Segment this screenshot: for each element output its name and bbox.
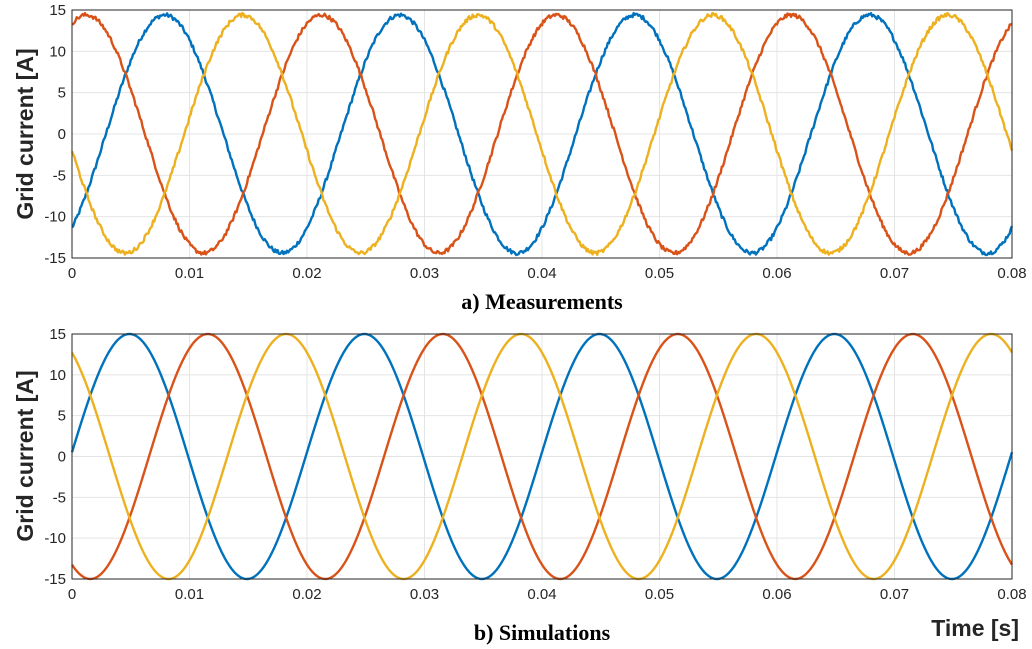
x-tick-label: 0.06 — [762, 265, 791, 282]
y-tick-label: -5 — [53, 489, 66, 506]
y-tick-label: 15 — [49, 2, 66, 19]
x-tick-label: 0.06 — [762, 586, 791, 603]
grid-lines — [72, 10, 1012, 258]
chart-panel-measurements: -15 -10 -5 0 5 10 15 0 0.01 0.02 0.03 0.04 0.05 0.06… — [12, 2, 1027, 314]
y-tick-labels: -15 -10 -5 0 5 10 15 — [44, 326, 66, 588]
y-tick-label: -15 — [44, 571, 66, 588]
axes-box — [71, 9, 1013, 259]
x-tick-labels: 0 0.01 0.02 0.03 0.04 0.05 0.06 0.07 0.08 — [68, 265, 1027, 282]
y-tick-label: 5 — [58, 85, 66, 102]
x-tick-label: 0.02 — [292, 265, 321, 282]
panel-caption: a) Measurements — [461, 289, 623, 314]
x-tick-label: 0 — [68, 586, 76, 603]
x-tick-label: 0.05 — [645, 265, 674, 282]
series-line-phase-3 — [70, 11, 1014, 257]
x-tick-label: 0.03 — [410, 265, 439, 282]
y-tick-label: 0 — [58, 449, 66, 466]
x-tick-label: 0.07 — [880, 586, 909, 603]
x-tick-label: 0.04 — [527, 265, 556, 282]
x-tick-label: 0.04 — [527, 586, 556, 603]
y-axis-label: Grid current [A] — [12, 48, 38, 219]
x-tick-label: 0.05 — [645, 586, 674, 603]
y-tick-labels: -15 -10 -5 0 5 10 15 — [44, 2, 66, 267]
x-tick-label: 0.01 — [175, 265, 204, 282]
series-lines — [70, 332, 1014, 581]
series-line-phase-2 — [71, 332, 1014, 581]
y-tick-label: 10 — [49, 367, 66, 384]
grid-lines — [72, 334, 1012, 579]
series-line-phase-3 — [70, 332, 1014, 581]
x-tick-label: 0.02 — [292, 586, 321, 603]
x-tick-label: 0.08 — [997, 265, 1026, 282]
x-axis-label: Time [s] — [931, 615, 1019, 641]
y-tick-label: -5 — [53, 167, 66, 184]
y-tick-label: 15 — [49, 326, 66, 343]
y-axis-label: Grid current [A] — [12, 370, 38, 541]
y-tick-label: 0 — [58, 126, 66, 143]
y-tick-label: 10 — [49, 43, 66, 60]
x-tick-label: 0 — [68, 265, 76, 282]
series-lines — [70, 11, 1014, 257]
x-tick-labels: 0 0.01 0.02 0.03 0.04 0.05 0.06 0.07 0.08 — [68, 586, 1027, 603]
series-line-phase-2 — [71, 11, 1013, 256]
series-line-phase-1 — [71, 11, 1014, 257]
x-tick-label: 0.03 — [410, 586, 439, 603]
chart-panel-simulations: -15 -10 -5 0 5 10 15 0 0.01 0.02 0.03 0.04 0.05 0.06… — [12, 326, 1027, 645]
y-tick-label: -10 — [44, 530, 66, 547]
y-tick-label: 5 — [58, 408, 66, 425]
y-tick-label: -10 — [44, 209, 66, 226]
series-line-phase-1 — [70, 332, 1014, 581]
x-tick-label: 0.01 — [175, 586, 204, 603]
panel-caption: b) Simulations — [474, 620, 611, 645]
x-tick-label: 0.08 — [997, 586, 1026, 603]
x-tick-label: 0.07 — [880, 265, 909, 282]
axes-box — [71, 333, 1013, 580]
y-tick-label: -15 — [44, 250, 66, 267]
